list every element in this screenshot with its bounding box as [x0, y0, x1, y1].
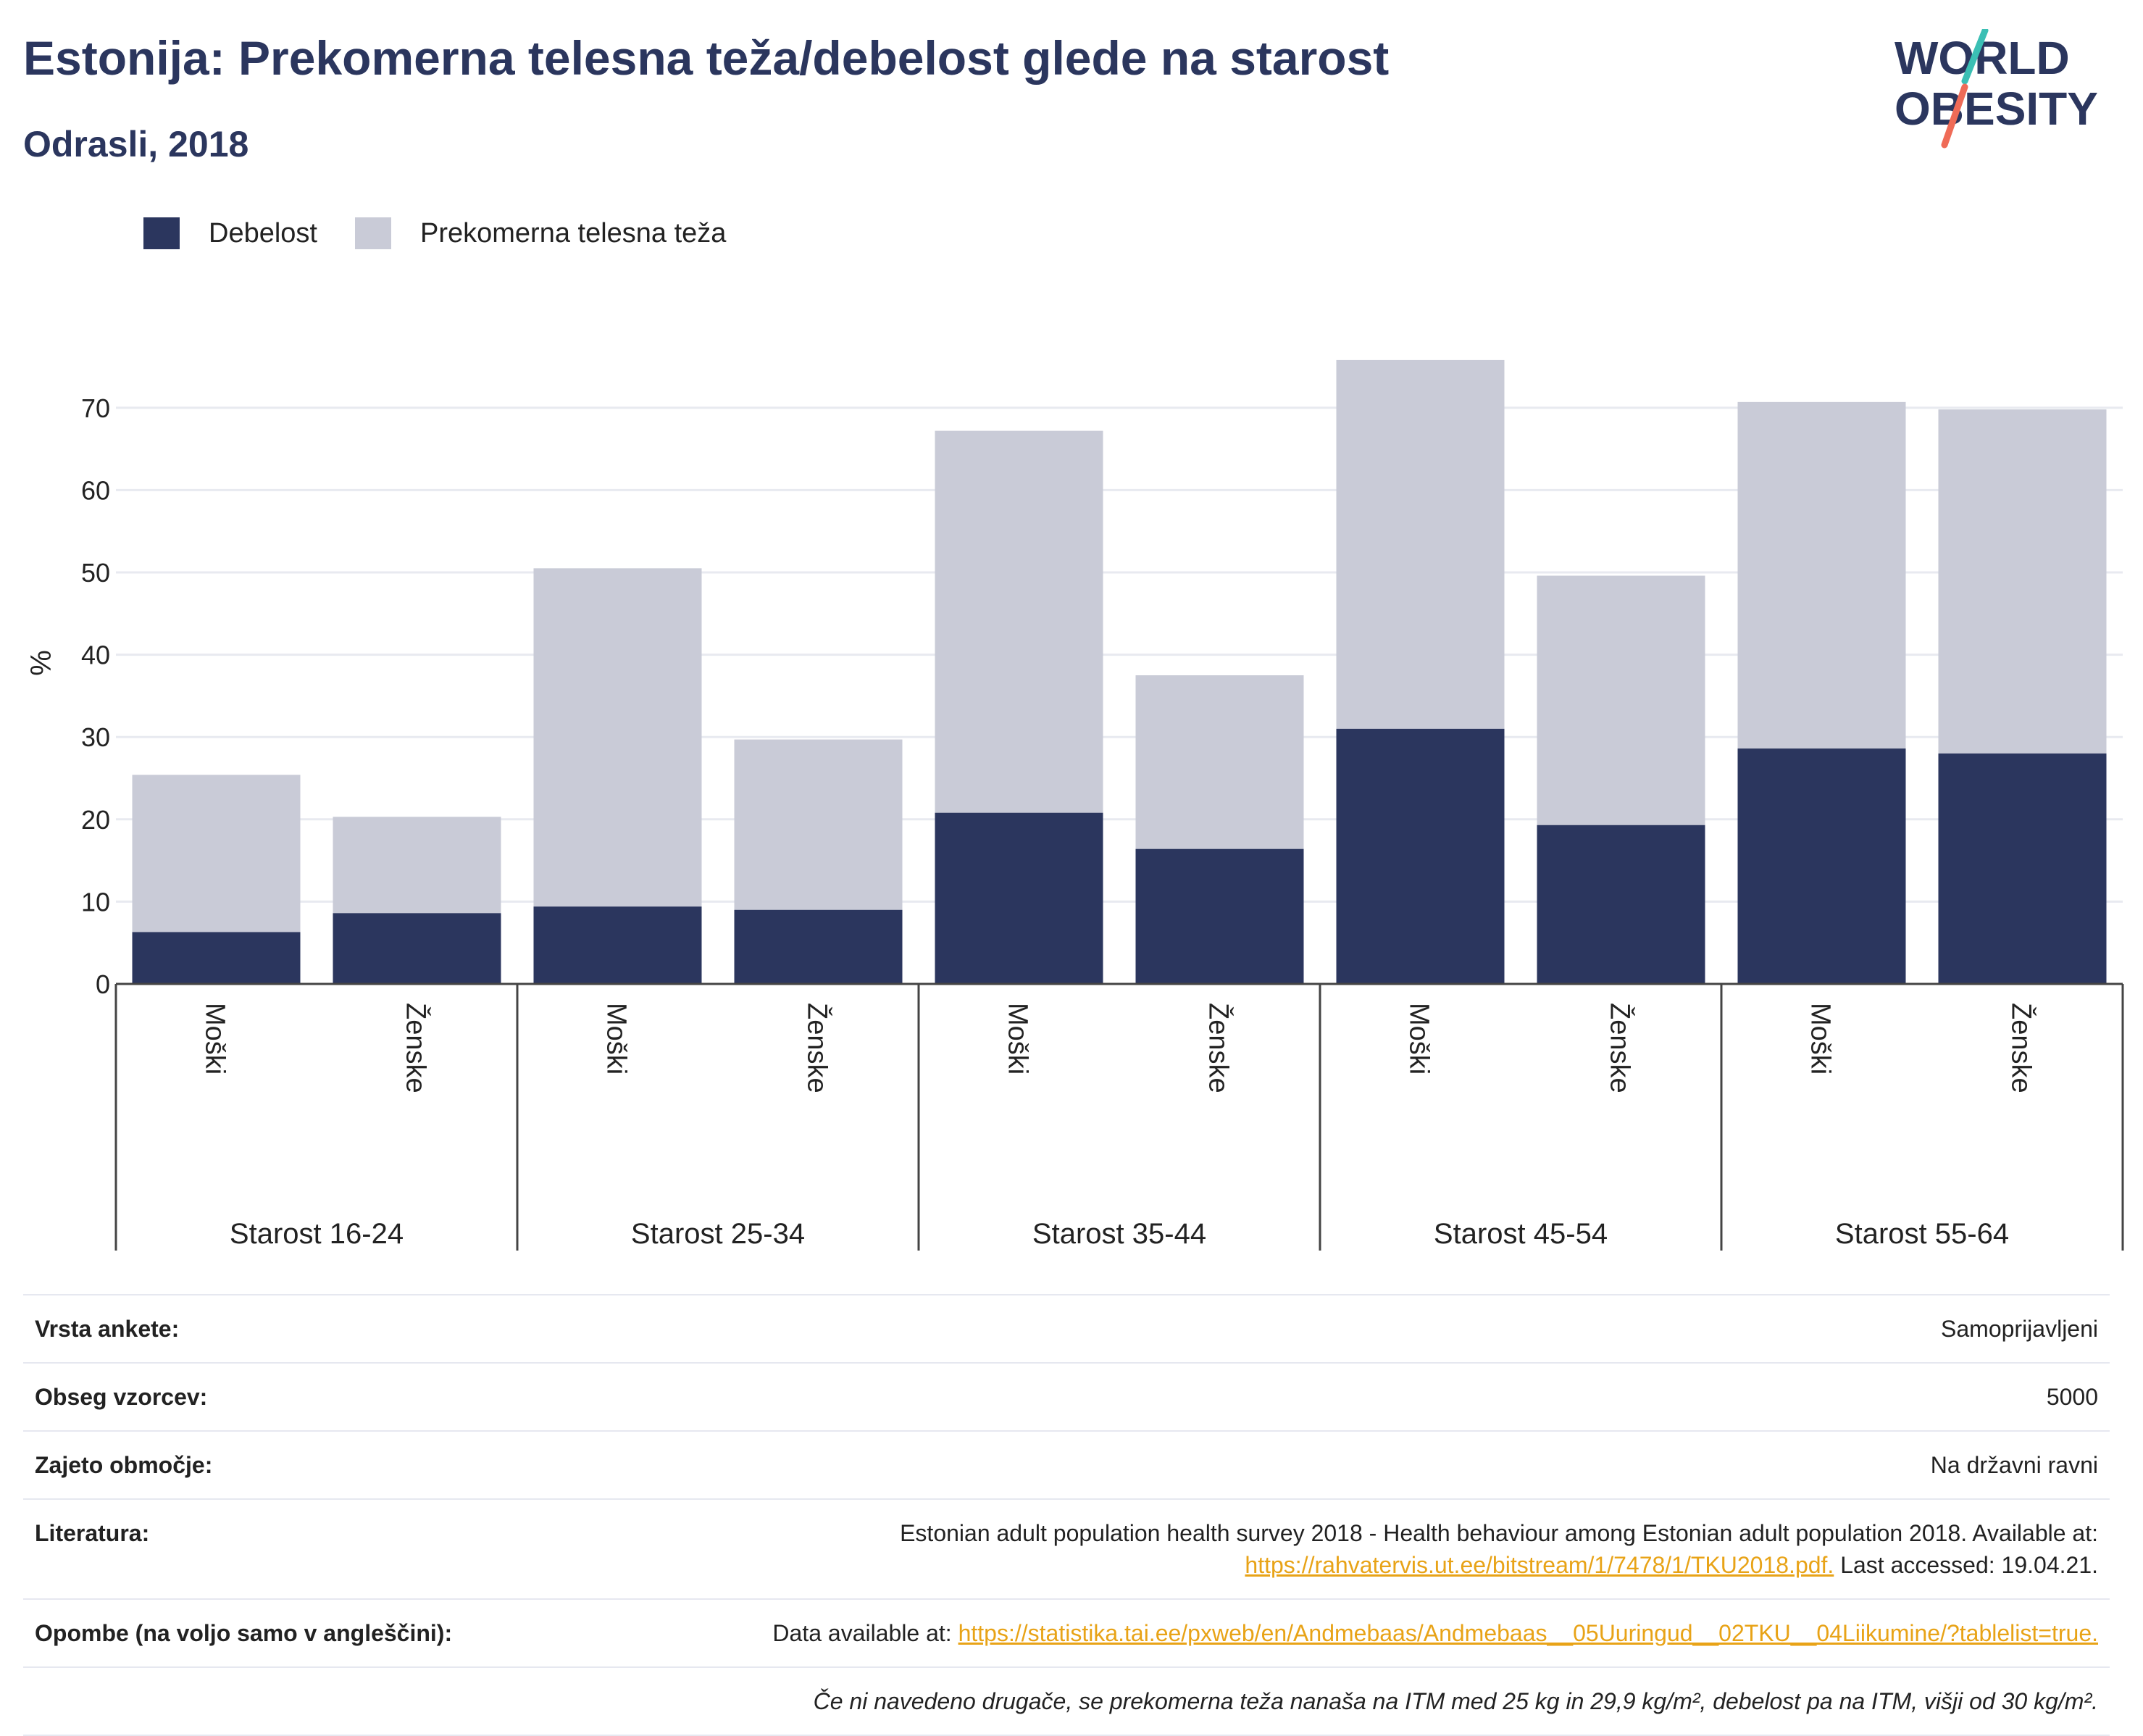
survey-info-table: Vrsta ankete: Samoprijavljeni Obseg vzor…: [23, 1294, 2110, 1736]
logo-slash-teal: [1961, 29, 1989, 85]
world-obesity-logo: WORLD OBESITY: [1895, 29, 2098, 149]
y-tick-label: 50: [81, 558, 110, 588]
legend-item-overweight[interactable]: Prekomerna telesna teža: [354, 217, 727, 249]
legend-label-obesity: Debelost: [209, 217, 317, 249]
chart-subtitle: Odrasli, 2018: [23, 124, 249, 164]
bar-obesity: [132, 932, 301, 984]
bar-chart: 0 10 20 30 40 50 60 70% Moški Ženske Moški Ženske Mo…: [25, 359, 2124, 1251]
logo-text-obesity: OBESITY: [1895, 83, 2098, 135]
y-axis-label: %: [25, 650, 57, 676]
legend-swatch-obesity: [143, 217, 180, 249]
y-tick-label: 10: [81, 887, 110, 917]
bar-obesity: [533, 906, 702, 984]
notes-link[interactable]: https://statistika.tai.ee/pxweb/en/Andme…: [958, 1620, 2098, 1646]
reference-text: Estonian adult population health survey …: [900, 1520, 2098, 1546]
info-value: Samoprijavljeni: [1941, 1316, 2098, 1342]
info-label: Vrsta ankete:: [35, 1316, 180, 1342]
x-group-label: Starost 16-24: [230, 1218, 404, 1250]
bar-overweight: [1737, 401, 1906, 749]
legend-label-overweight: Prekomerna telesna teža: [419, 217, 727, 249]
x-category-label: Moški: [200, 1003, 230, 1074]
bar-obesity: [1336, 728, 1505, 984]
bar-overweight: [533, 568, 702, 907]
y-tick-label: 0: [96, 969, 110, 999]
bar-obesity: [734, 909, 903, 984]
x-category-label: Ženske: [1605, 1003, 1636, 1093]
bar-obesity: [1938, 753, 2107, 984]
info-row-references: Literatura: Estonian adult population he…: [23, 1498, 2110, 1598]
y-tick-label: 40: [81, 640, 110, 670]
x-category-label: Moški: [1003, 1003, 1033, 1074]
info-value: 5000: [2046, 1384, 2098, 1410]
info-label: [35, 1685, 64, 1717]
x-category-label: Ženske: [401, 1003, 432, 1093]
logo-slash-coral: [1941, 83, 1968, 149]
chart-legend: Debelost Prekomerna telesna teža: [143, 217, 764, 249]
bar-overweight: [132, 775, 301, 932]
x-group-label: Starost 25-34: [631, 1218, 805, 1250]
info-label: Obseg vzorcev:: [35, 1384, 208, 1410]
bar-overweight: [1938, 409, 2107, 754]
bar-overweight: [1537, 575, 1705, 825]
bar-obesity: [1537, 825, 1705, 984]
notes-text: Data available at:: [772, 1620, 958, 1646]
reference-link[interactable]: https://rahvatervis.ut.ee/bitstream/1/74…: [1245, 1552, 1834, 1578]
y-tick-label: 70: [81, 393, 110, 423]
bar-overweight: [734, 739, 903, 910]
definition-note: Če ni navedeno drugače, se prekomerna te…: [813, 1688, 2098, 1714]
bar-overweight: [1135, 675, 1304, 849]
info-row-sample-size: Obseg vzorcev: 5000: [23, 1362, 2110, 1430]
info-row-area-covered: Zajeto območje: Na državni ravni: [23, 1430, 2110, 1498]
x-category-label: Moški: [1404, 1003, 1434, 1074]
bar-overweight: [1336, 359, 1505, 729]
info-row-definition: Če ni navedeno drugače, se prekomerna te…: [23, 1666, 2110, 1736]
x-group-label: Starost 35-44: [1032, 1218, 1206, 1250]
bar-overweight: [333, 817, 501, 914]
info-label: Literatura:: [35, 1520, 150, 1546]
x-group-label: Starost 55-64: [1835, 1218, 2009, 1250]
info-row-notes: Opombe (na voljo samo v angleščini): Dat…: [23, 1598, 2110, 1666]
x-category-label: Moški: [601, 1003, 632, 1074]
y-tick-label: 20: [81, 805, 110, 835]
info-value: Data available at: https://statistika.ta…: [772, 1617, 2098, 1649]
bar-obesity: [935, 812, 1103, 984]
bar-obesity: [1737, 748, 1906, 984]
reference-accessed: Last accessed: 19.04.21.: [1834, 1552, 2098, 1578]
legend-swatch-overweight: [354, 217, 391, 249]
info-row-survey-type: Vrsta ankete: Samoprijavljeni: [23, 1294, 2110, 1362]
info-value: Estonian adult population health survey …: [900, 1517, 2098, 1581]
bar-overweight: [935, 430, 1103, 813]
y-tick-label: 60: [81, 475, 110, 505]
bar-obesity: [333, 913, 501, 984]
x-category-label: Ženske: [1203, 1003, 1235, 1093]
y-tick-label: 30: [81, 722, 110, 752]
legend-item-obesity[interactable]: Debelost: [143, 217, 317, 249]
x-group-label: Starost 45-54: [1434, 1218, 1608, 1250]
info-label: Opombe (na voljo samo v angleščini):: [35, 1620, 453, 1646]
chart-title: Estonija: Prekomerna telesna teža/debelo…: [23, 31, 1390, 85]
bar-obesity: [1135, 848, 1304, 984]
info-value: Na državni ravni: [1930, 1452, 2098, 1478]
x-category-label: Ženske: [2006, 1003, 2037, 1093]
info-label: Zajeto območje:: [35, 1452, 213, 1478]
x-category-label: Moški: [1805, 1003, 1836, 1074]
x-category-label: Ženske: [802, 1003, 833, 1093]
